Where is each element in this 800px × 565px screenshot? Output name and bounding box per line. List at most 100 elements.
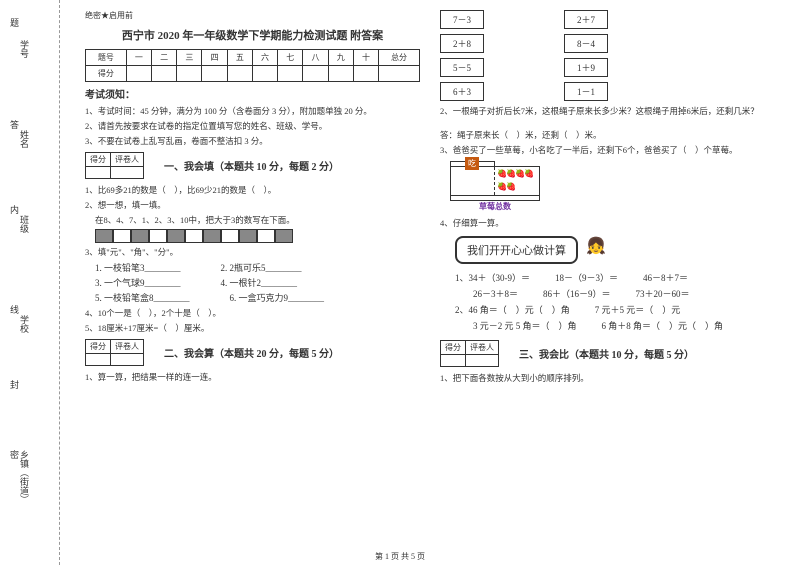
col-10: 十 — [353, 50, 378, 66]
bind-nei: 内 — [8, 205, 21, 214]
cell — [275, 229, 293, 243]
col-5: 五 — [227, 50, 252, 66]
field-xingming: 姓名 — [18, 130, 31, 148]
c-r2-2: 86＋（16－9）＝ — [543, 287, 611, 300]
c-r1-1: 1、34＋（30-9）＝ — [455, 271, 530, 284]
s1-q2: 2、想一想，填一填。 — [85, 199, 420, 211]
col-9: 九 — [328, 50, 353, 66]
cell — [257, 229, 275, 243]
sb3-c2: 评卷人 — [466, 341, 499, 355]
box-l1: 7－3 — [440, 10, 484, 29]
calc-r1: 1、34＋（30-9）＝18－（9－3）＝46－8＋7＝ — [455, 271, 775, 284]
section-2-title: 二、我会算（本题共 20 分，每题 5 分） — [164, 345, 339, 360]
col-3: 三 — [177, 50, 202, 66]
section-1-title: 一、我会填（本题共 10 分，每题 2 分） — [164, 158, 339, 173]
section-3-head: 得分评卷人 三、我会比（本题共 10 分，每题 5 分） — [440, 340, 775, 367]
bind-da: 答 — [8, 120, 21, 129]
q3-i1: 1. 一枝铅笔3________ — [95, 261, 181, 274]
field-banji: 班级 — [18, 215, 31, 233]
q3-i3: 3. 一个气球9________ — [95, 276, 181, 289]
q3-i4: 4. 一根针2________ — [221, 276, 298, 289]
cell — [131, 229, 149, 243]
c-r2-3: 73＋20－60＝ — [636, 287, 690, 300]
col-8: 八 — [303, 50, 328, 66]
connect-boxes: 7－3 2＋8 5－5 6＋3 2＋7 8－4 1＋9 1－1 — [440, 10, 775, 101]
col-total: 总分 — [379, 50, 420, 66]
berry-icon: 🍓 — [524, 169, 532, 179]
q3-i2: 2. 2瓶可乐5________ — [221, 261, 302, 274]
field-xuexiao: 学校 — [18, 315, 31, 333]
sb1-c2: 评卷人 — [111, 153, 144, 167]
cell — [185, 229, 203, 243]
s2-q4: 4、仔细算一算。 — [440, 217, 775, 229]
content-area: 绝密★启用前 西宁市 2020 年一年级数学下学期能力检测试题 附答案 题号 一… — [60, 0, 800, 565]
s1-q3-row2: 3. 一个气球9________ 4. 一根针2________ — [95, 276, 420, 289]
q3-i6: 6. 一盒巧克力9________ — [230, 291, 325, 304]
speech-bubble: 我们开开心心做计算 👧 — [455, 236, 578, 264]
cell — [149, 229, 167, 243]
c-r4-1: 3 元－2 元 5 角＝（ ）角 — [455, 319, 577, 332]
row-defen: 得分 — [86, 66, 127, 82]
s1-q3-row1: 1. 一枝铅笔3________ 2. 2瓶可乐5________ — [95, 261, 420, 274]
berry-icon: 🍓 — [497, 182, 505, 192]
s1-q4: 4、10个一是（ ），2个十是（ ）。 — [85, 307, 420, 319]
box-l2: 2＋8 — [440, 34, 484, 53]
c-r1-2: 18－（9－3）＝ — [555, 271, 618, 284]
score-box-2: 得分评卷人 — [85, 339, 144, 366]
child-icon: 👧 — [586, 236, 606, 256]
cell — [95, 229, 113, 243]
s2-q1: 1、算一算，把结果一样的连一连。 — [85, 371, 420, 383]
calc-r3: 2、46 角＝（ ）元（ ）角 7 元＋5 元＝（ ）元 — [455, 303, 775, 316]
cell — [113, 229, 131, 243]
bind-xian: 线 — [8, 305, 21, 314]
score-box-3: 得分评卷人 — [440, 340, 499, 367]
s1-q2b: 在8、4、7、1、2、3、10中，把大于3的数写在下面。 — [95, 214, 420, 226]
col-4: 四 — [202, 50, 227, 66]
cell — [221, 229, 239, 243]
s1-q5: 5、18厘米+17厘米=（ ）厘米。 — [85, 322, 420, 334]
box-r2: 8－4 — [564, 34, 608, 53]
cell-grid — [95, 229, 420, 243]
s2-q2ans: 答：绳子原来长（ ）米，还剩（ ）米。 — [440, 129, 775, 141]
field-xuehao: 学号 — [18, 40, 31, 58]
score-table: 题号 一 二 三 四 五 六 七 八 九 十 总分 得分 — [85, 49, 420, 82]
calc-r4: 3 元－2 元 5 角＝（ ）角6 角＋8 角＝（ ）元（ ）角 — [455, 319, 775, 332]
box-l3: 5－5 — [440, 58, 484, 77]
c-r2-1: 26－3＋8＝ — [455, 287, 518, 300]
right-column: 7－3 2＋8 5－5 6＋3 2＋7 8－4 1＋9 1－1 2、一根绳子对折… — [430, 10, 785, 560]
s3-q1: 1、把下面各数按从大到小的顺序排列。 — [440, 372, 775, 384]
s2-q2: 2、一根绳子对折后长7米，这根绳子原来长多少米？这根绳子用掉6米后，还剩几米？ — [440, 105, 775, 117]
calc-r2: 26－3＋8＝ 86＋（16－9）＝ 73＋20－60＝ — [455, 287, 775, 300]
section-3-title: 三、我会比（本题共 10 分，每题 5 分） — [519, 346, 694, 361]
s2-q3: 3、爸爸买了一些草莓，小名吃了一半后，还剩下6个，爸爸买了（ ）个草莓。 — [440, 144, 775, 156]
left-column: 绝密★启用前 西宁市 2020 年一年级数学下学期能力检测试题 附答案 题号 一… — [75, 10, 430, 560]
bubble-text: 我们开开心心做计算 — [467, 245, 566, 257]
c-r3-2: 7 元＋5 元＝（ ）元 — [595, 303, 681, 316]
berry-icon: 🍓 — [506, 169, 514, 179]
sb-left-half — [451, 167, 495, 195]
bind-feng: 封 — [8, 380, 21, 389]
page-footer: 第 1 页 共 5 页 — [0, 551, 800, 562]
berry-icon: 🍓 — [497, 169, 505, 179]
binding-margin: 学号 姓名 班级 学校 乡镇（街道） 题 答 内 线 封 密 — [0, 0, 60, 565]
berry-icon: 🍓 — [515, 169, 523, 179]
calc-right-col: 2＋7 8－4 1＋9 1－1 — [564, 10, 608, 101]
instr-2: 2、请首先按要求在试卷的指定位置填写您的姓名、班级、学号。 — [85, 120, 420, 132]
strawberry-box: 🍓🍓🍓🍓🍓🍓 — [450, 166, 540, 196]
box-r3: 1＋9 — [564, 58, 608, 77]
score-header-row: 题号 一 二 三 四 五 六 七 八 九 十 总分 — [86, 50, 420, 66]
box-r4: 1－1 — [564, 82, 608, 101]
s1-q1: 1、比69多21的数是（ ），比69少21的数是（ ）。 — [85, 184, 420, 196]
col-tihao: 题号 — [86, 50, 127, 66]
instructions-heading: 考试须知： — [85, 86, 420, 101]
bind-ti: 题 — [8, 18, 21, 27]
cell — [203, 229, 221, 243]
c-r3-1: 2、46 角＝（ ）元（ ）角 — [455, 303, 570, 316]
col-1: 一 — [126, 50, 151, 66]
sb2-c1: 得分 — [86, 340, 111, 354]
cell — [239, 229, 257, 243]
instr-1: 1、考试时间：45 分钟，满分为 100 分（含卷面分 3 分），附加题单独 2… — [85, 105, 420, 117]
col-6: 六 — [252, 50, 277, 66]
section-2-head: 得分评卷人 二、我会算（本题共 20 分，每题 5 分） — [85, 339, 420, 366]
berry-icon: 🍓 — [506, 182, 514, 192]
